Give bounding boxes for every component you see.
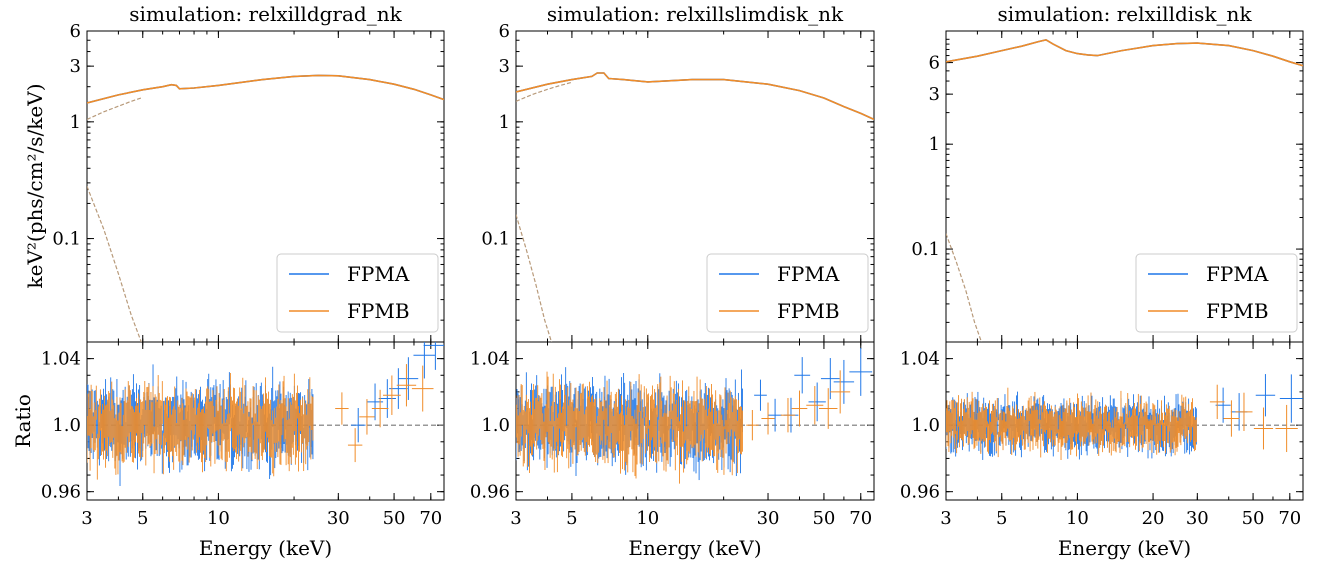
x-axis-label: Energy (keV) bbox=[628, 536, 761, 560]
ratio-y-tick-label: 1.04 bbox=[900, 349, 940, 370]
x-tick-label: 10 bbox=[1066, 508, 1089, 529]
panel-title: simulation: relxilldgrad_nk bbox=[129, 2, 402, 26]
x-tick-label: 5 bbox=[566, 508, 577, 529]
fpmb-ratio-points bbox=[87, 364, 434, 480]
spectrum-y-tick-label: 0.1 bbox=[481, 229, 510, 250]
spectrum-y-tick-label: 1 bbox=[929, 134, 940, 155]
fpmb-ratio-points bbox=[516, 370, 851, 484]
fpmb-spectrum-line bbox=[87, 74, 444, 104]
legend: FPMA FPMB bbox=[276, 253, 439, 333]
x-tick-label: 20 bbox=[1142, 508, 1165, 529]
x-tick-label: 70 bbox=[1278, 508, 1301, 529]
spectrum-y-tick-label: 1 bbox=[70, 112, 81, 133]
ratio-plot bbox=[87, 342, 444, 487]
ratio-y-tick-label: 1.0 bbox=[911, 415, 940, 436]
spectrum-y-tick-label: 3 bbox=[929, 84, 940, 105]
panel-relxilldgrad: simulation: relxilldgrad_nk 3 5 10 30 50 70 Ene… bbox=[41, 2, 445, 560]
fpma-legend-label: FPMA bbox=[347, 262, 410, 286]
x-tick-label: 10 bbox=[207, 508, 230, 529]
panel-title: simulation: relxillslimdisk_nk bbox=[547, 2, 844, 26]
legend: FPMA FPMB bbox=[706, 253, 869, 333]
x-axis-label: Energy (keV) bbox=[199, 536, 332, 560]
spectrum-y-tick-label: 6 bbox=[70, 21, 81, 42]
ratio-y-tick-label: 1.04 bbox=[41, 349, 81, 370]
ratio-y-tick-label: 1.04 bbox=[470, 349, 510, 370]
spectrum-y-tick-label: 3 bbox=[499, 56, 510, 77]
x-tick-label: 5 bbox=[137, 508, 148, 529]
x-tick-label: 10 bbox=[636, 508, 659, 529]
fpmb-spectrum-line bbox=[946, 38, 1303, 67]
x-tick-label: 50 bbox=[1242, 508, 1265, 529]
ratio-plot bbox=[946, 374, 1303, 460]
x-tick-label: 30 bbox=[1186, 508, 1209, 529]
panel-relxillslimdisk: simulation: relxillslimdisk_nk 3 5 10 30 50 70… bbox=[470, 2, 875, 560]
x-tick-label: 5 bbox=[996, 508, 1007, 529]
spectrum-y-tick-label: 0.1 bbox=[52, 229, 81, 250]
panel-relxilldisk: simulation: relxilldisk_nk 3 5 10 20 30 50 70 En… bbox=[900, 2, 1304, 560]
ratio-y-axis-label: Ratio bbox=[11, 394, 35, 448]
x-tick-label: 3 bbox=[940, 508, 951, 529]
ratio-y-tick-label: 0.96 bbox=[900, 482, 940, 503]
ratio-y-tick-label: 1.0 bbox=[481, 415, 510, 436]
model-component-line bbox=[87, 96, 143, 120]
fpma-spectrum-line bbox=[946, 38, 1303, 67]
spectrum-plot bbox=[516, 72, 874, 342]
ratio-y-tick-label: 1.0 bbox=[52, 415, 81, 436]
x-tick-label: 50 bbox=[812, 508, 835, 529]
ratio-y-tick-label: 0.96 bbox=[41, 482, 81, 503]
spectrum-y-tick-label: 6 bbox=[499, 21, 510, 42]
x-tick-label: 30 bbox=[327, 508, 350, 529]
spectrum-y-tick-label: 0.1 bbox=[911, 239, 940, 260]
fpmb-legend-label: FPMB bbox=[777, 299, 840, 323]
model-component-line bbox=[946, 233, 983, 342]
x-tick-label: 3 bbox=[81, 508, 92, 529]
fpma-legend-label: FPMA bbox=[1206, 262, 1269, 286]
x-tick-label: 70 bbox=[419, 508, 442, 529]
model-component-line bbox=[516, 214, 553, 342]
spectrum-y-tick-label: 1 bbox=[499, 112, 510, 133]
fpmb-ratio-points bbox=[946, 384, 1298, 460]
spectrum-plot bbox=[946, 38, 1303, 342]
legend: FPMA FPMB bbox=[1135, 253, 1298, 333]
spectrum-y-axis-label: keV²(phs/cm²/s/keV) bbox=[23, 83, 47, 288]
x-axis-label: Energy (keV) bbox=[1058, 536, 1191, 560]
model-component-line bbox=[87, 186, 142, 342]
panel-title: simulation: relxilldisk_nk bbox=[997, 2, 1252, 26]
model-component-line bbox=[516, 81, 573, 102]
fpmb-spectrum-line bbox=[516, 72, 874, 121]
x-tick-label: 30 bbox=[757, 508, 780, 529]
spectrum-y-tick-label: 6 bbox=[929, 53, 940, 74]
x-tick-label: 70 bbox=[849, 508, 872, 529]
spectrum-y-tick-label: 3 bbox=[70, 56, 81, 77]
fpma-legend-label: FPMA bbox=[777, 262, 840, 286]
spectrum-plot bbox=[87, 74, 444, 342]
ratio-plot bbox=[516, 347, 874, 484]
fpmb-legend-label: FPMB bbox=[1206, 299, 1269, 323]
x-tick-label: 50 bbox=[383, 508, 406, 529]
x-tick-label: 3 bbox=[510, 508, 521, 529]
fpmb-legend-label: FPMB bbox=[347, 299, 410, 323]
ratio-y-tick-label: 0.96 bbox=[470, 482, 510, 503]
